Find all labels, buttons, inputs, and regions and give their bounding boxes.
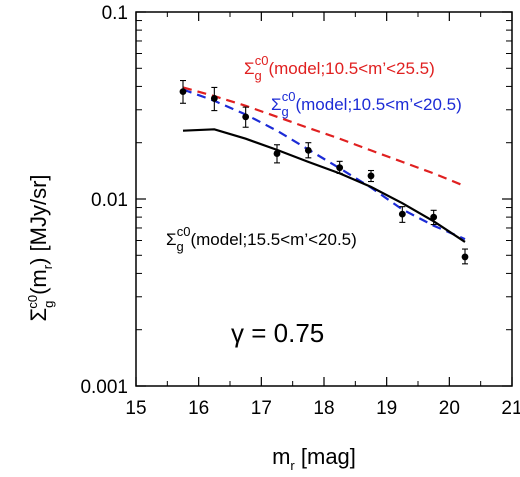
- red-model-line: [182, 86, 466, 188]
- blue-model-label: Σgc0(model;10.5<m’<20.5): [271, 89, 462, 119]
- data-point: [398, 210, 406, 218]
- x-tick-label: 21: [501, 398, 520, 419]
- data-point: [242, 113, 250, 121]
- y-tick-label: 0.01: [91, 190, 128, 211]
- x-tick-label: 20: [439, 398, 460, 419]
- data-point: [336, 164, 344, 172]
- data-point: [179, 88, 187, 96]
- data-point: [367, 172, 375, 180]
- data-point: [304, 146, 312, 154]
- red-model-label: Σgc0(model;10.5<m’<25.5): [244, 53, 435, 83]
- y-tick-label: 0.001: [80, 377, 128, 398]
- gamma-label: γ = 0.75: [231, 318, 324, 348]
- x-tick-label: 19: [376, 398, 397, 419]
- y-tick-label: 0.1: [102, 3, 128, 24]
- y-axis-label: Σgc0(mr) [MJy/sr]: [25, 174, 56, 321]
- x-tick-label: 15: [125, 398, 146, 419]
- data-point: [273, 150, 281, 157]
- x-tick-label: 16: [188, 398, 209, 419]
- data-point: [461, 253, 469, 261]
- x-axis-label: mr [mag]: [272, 444, 356, 473]
- x-tick-label: 17: [251, 398, 272, 419]
- black-model-line: [182, 128, 466, 243]
- blue-model-line: [182, 88, 466, 241]
- x-tick-label: 18: [313, 398, 334, 419]
- data-point: [430, 213, 438, 221]
- data-point: [210, 95, 218, 102]
- black-model-label: Σgc0(model;15.5<m’<20.5): [166, 224, 357, 254]
